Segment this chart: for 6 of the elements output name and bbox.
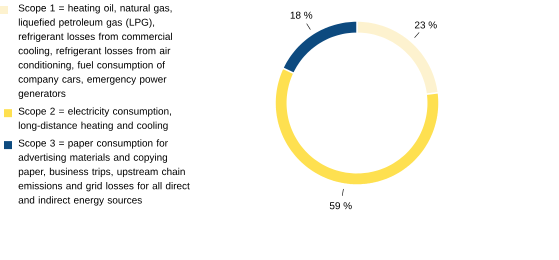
legend-label: Scope 1 = heating oil, natural gas, liquefied petroleum gas (LPG), refrigerant losses from commercial cooling, refrigerant losses from air conditioning, fuel consumption of company cars, emergency power generators xyxy=(18,4,172,99)
data-label: 23 % xyxy=(414,21,437,29)
legend-label: Scope 3 = paper consumption for advertising materials and copying paper, business trips, upstream chain emissions and grid losses for all direct and indirect energy sources xyxy=(18,139,190,206)
data-label: 59 % xyxy=(330,202,352,210)
legend-label: Scope 2 = electricity consumption, long-distance heating and cooling xyxy=(18,107,171,131)
data-label: 18 % xyxy=(290,12,312,19)
